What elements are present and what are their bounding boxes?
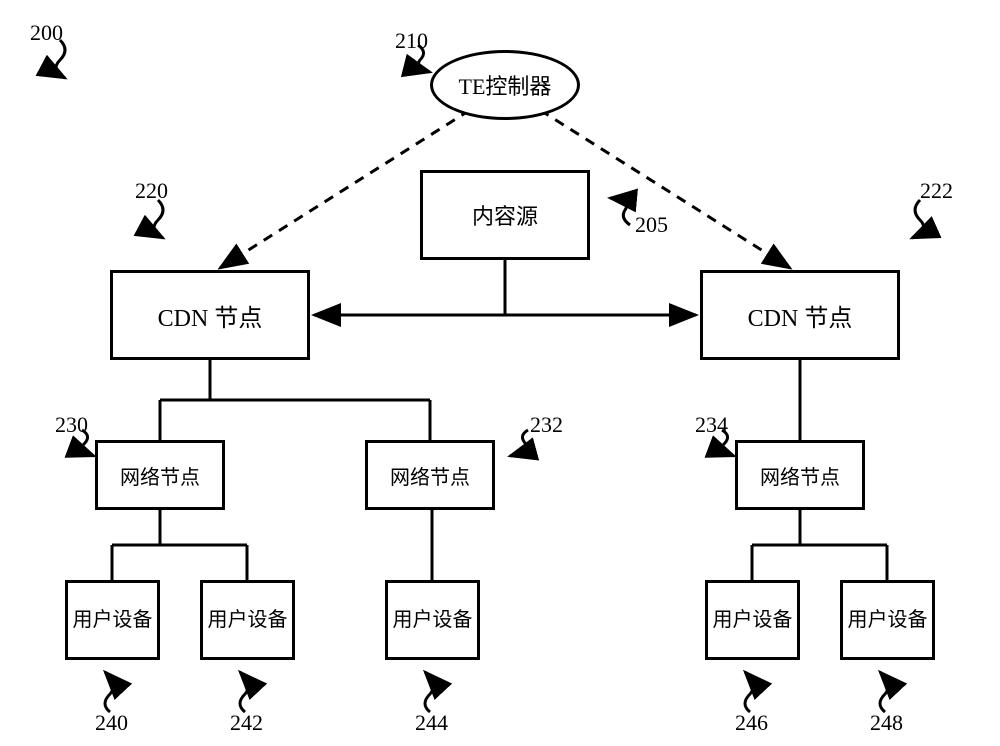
ref-label-205: 205	[635, 212, 668, 238]
ref-label-242: 242	[230, 710, 263, 736]
user-equipment-244: 用户设备	[385, 580, 480, 660]
ref-label-234: 234	[695, 412, 728, 438]
te-controller-node: TE控制器	[430, 50, 580, 120]
ref-arrow-248	[880, 672, 888, 712]
ref-label-220: 220	[135, 178, 168, 204]
ref-label-200: 200	[30, 20, 63, 46]
ref-label-248: 248	[870, 710, 903, 736]
ref-label-240: 240	[95, 710, 128, 736]
ref-label-222: 222	[920, 178, 953, 204]
ref-arrow-244	[425, 672, 433, 712]
ref-label-230: 230	[55, 412, 88, 438]
ref-arrow-242	[240, 672, 248, 712]
user-equipment-246: 用户设备	[705, 580, 800, 660]
ref-label-244: 244	[415, 710, 448, 736]
ref-arrow-232	[510, 430, 528, 456]
ref-arrow-240	[105, 672, 113, 712]
user-equipment-242: 用户设备	[200, 580, 295, 660]
user-equipment-248: 用户设备	[840, 580, 935, 660]
content-source-node: 内容源	[420, 170, 590, 260]
ref-label-246: 246	[735, 710, 768, 736]
network-node-232: 网络节点	[365, 440, 495, 510]
ref-arrow-205	[610, 198, 630, 225]
ref-arrow-220	[154, 200, 163, 238]
ref-label-210: 210	[395, 28, 428, 54]
ref-arrow-246	[745, 672, 753, 712]
network-node-234: 网络节点	[735, 440, 865, 510]
user-equipment-240: 用户设备	[65, 580, 160, 660]
ref-label-232: 232	[530, 412, 563, 438]
network-node-230: 网络节点	[95, 440, 225, 510]
cdn-node-left: CDN 节点	[110, 270, 310, 360]
ref-arrow-222	[912, 200, 924, 238]
cdn-node-right: CDN 节点	[700, 270, 900, 360]
